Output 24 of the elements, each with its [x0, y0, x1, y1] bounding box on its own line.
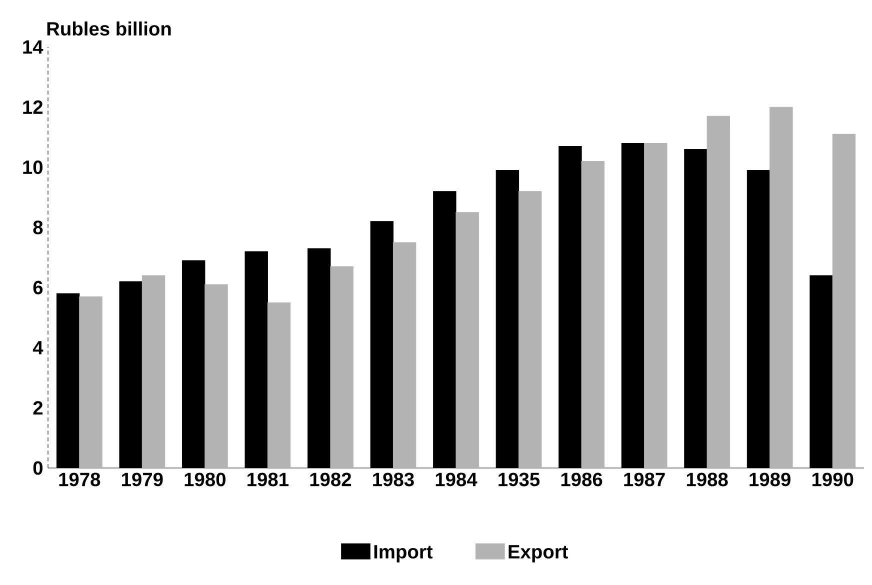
y-tick-label: 14	[23, 40, 44, 54]
x-tick-label: 1978	[59, 472, 100, 486]
legend-label: Import	[374, 545, 433, 562]
y-tick-label: 2	[33, 401, 43, 415]
x-tick-label: 1988	[686, 472, 728, 486]
y-axis-title: Rubles billion	[47, 22, 171, 36]
x-tick-label: 1981	[248, 472, 289, 486]
x-tick-label: 1983	[373, 472, 414, 486]
x-tick-label: 1987	[624, 472, 665, 486]
x-tick-label: 1990	[812, 472, 854, 486]
y-tick-label: 6	[33, 280, 43, 294]
x-tick-label: 1935	[498, 472, 540, 486]
x-tick-label: 1980	[184, 472, 226, 486]
y-tick-label: 4	[32, 341, 44, 354]
x-tick-label: 1989	[750, 472, 790, 486]
x-tick-label: 1979	[122, 472, 163, 486]
x-tick-label: 1986	[561, 472, 602, 486]
x-tick-label: 1982	[310, 472, 352, 486]
y-tick-label: 8	[33, 220, 43, 234]
x-tick-label: 1984	[436, 472, 478, 486]
legend-label: Export	[508, 545, 568, 562]
y-tick-label: 12	[23, 100, 43, 114]
y-tick-label: 10	[23, 160, 43, 174]
y-tick-label: 0	[33, 461, 43, 475]
